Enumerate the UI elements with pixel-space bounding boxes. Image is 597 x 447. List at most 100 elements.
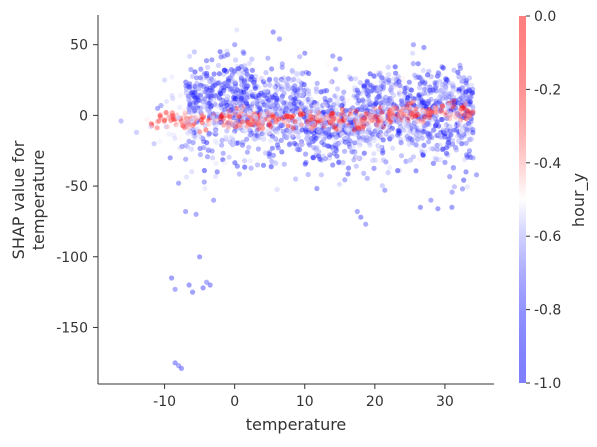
scatter-point [431, 127, 437, 133]
scatter-point [292, 90, 298, 96]
scatter-point [292, 96, 298, 102]
scatter-point [234, 87, 240, 93]
scatter-point [447, 123, 453, 130]
scatter-point [347, 138, 353, 144]
scatter-point [179, 143, 185, 150]
scatter-point [254, 101, 260, 107]
scatter-point [344, 114, 350, 120]
scatter-point [459, 125, 465, 131]
scatter-point [417, 75, 423, 81]
scatter-point [347, 113, 353, 119]
scatter-point [387, 119, 393, 125]
scatter-point [211, 113, 217, 119]
scatter-point [309, 117, 315, 123]
scatter-point [405, 120, 411, 126]
scatter-point [253, 119, 259, 125]
scatter-point [427, 132, 433, 138]
scatter-point [372, 106, 378, 112]
scatter-point [381, 78, 387, 84]
scatter-point [423, 107, 429, 113]
scatter-point [294, 145, 300, 151]
scatter-point [311, 99, 317, 106]
scatter-point [293, 142, 299, 148]
scatter-point [158, 115, 164, 121]
scatter-point [377, 86, 383, 92]
scatter-point [250, 115, 256, 121]
scatter-point [425, 72, 431, 78]
scatter-point [247, 132, 254, 138]
scatter-point [320, 130, 326, 137]
scatter-point [417, 81, 423, 87]
scatter-point [413, 142, 419, 148]
scatter-point [313, 105, 319, 111]
scatter-point [375, 132, 382, 138]
scatter-point [197, 254, 203, 260]
scatter-point [368, 111, 374, 117]
scatter-point [267, 120, 273, 126]
scatter-point [171, 116, 177, 122]
scatter-point [437, 133, 443, 140]
scatter-point [340, 101, 347, 107]
scatter-point [343, 127, 350, 133]
scatter-point [465, 98, 472, 104]
scatter-point [183, 143, 189, 149]
scatter-point [466, 101, 472, 107]
scatter-point [213, 160, 219, 166]
scatter-point [379, 108, 386, 114]
scatter-point [297, 111, 303, 117]
scatter-point [221, 101, 227, 107]
scatter-point [320, 102, 326, 108]
scatter-point [190, 92, 196, 98]
scatter-point [293, 92, 299, 98]
scatter-point [414, 104, 420, 110]
scatter-point [418, 114, 424, 120]
scatter-point [154, 125, 160, 131]
scatter-point [454, 122, 460, 128]
scatter-point [249, 56, 255, 62]
scatter-point [375, 94, 381, 100]
scatter-point [388, 100, 394, 106]
scatter-point [279, 78, 285, 84]
scatter-point [296, 118, 302, 124]
scatter-point [266, 122, 272, 128]
scatter-point [348, 125, 355, 131]
scatter-point [224, 94, 230, 100]
scatter-point [195, 117, 201, 123]
scatter-point [461, 177, 467, 183]
scatter-point [235, 114, 241, 120]
scatter-point [204, 84, 210, 90]
scatter-point [456, 138, 462, 144]
scatter-point [314, 109, 320, 115]
scatter-point [389, 99, 395, 105]
scatter-point [236, 93, 242, 99]
scatter-point [248, 121, 254, 128]
scatter-point [433, 80, 439, 86]
y-tick-label: -150 [56, 320, 88, 336]
scatter-point [448, 111, 454, 117]
scatter-point [454, 120, 461, 126]
scatter-point [469, 103, 475, 109]
scatter-point [292, 118, 298, 124]
scatter-point [340, 120, 346, 126]
scatter-point [407, 135, 413, 141]
scatter-point [393, 82, 399, 88]
scatter-point [300, 111, 306, 117]
scatter-point [434, 73, 441, 79]
scatter-point [359, 128, 365, 134]
scatter-point [188, 146, 194, 152]
scatter-point [254, 108, 260, 114]
scatter-point [352, 118, 358, 124]
scatter-point [371, 138, 377, 144]
scatter-point [144, 117, 150, 123]
scatter-point [456, 74, 462, 80]
scatter-point [261, 109, 268, 115]
scatter-point [338, 119, 344, 125]
scatter-point [390, 115, 396, 121]
scatter-point [451, 123, 457, 129]
scatter-point [322, 95, 328, 102]
scatter-point [422, 80, 428, 86]
scatter-point [313, 149, 320, 155]
scatter-point [321, 123, 327, 129]
scatter-point [370, 157, 376, 164]
scatter-point [297, 142, 303, 148]
